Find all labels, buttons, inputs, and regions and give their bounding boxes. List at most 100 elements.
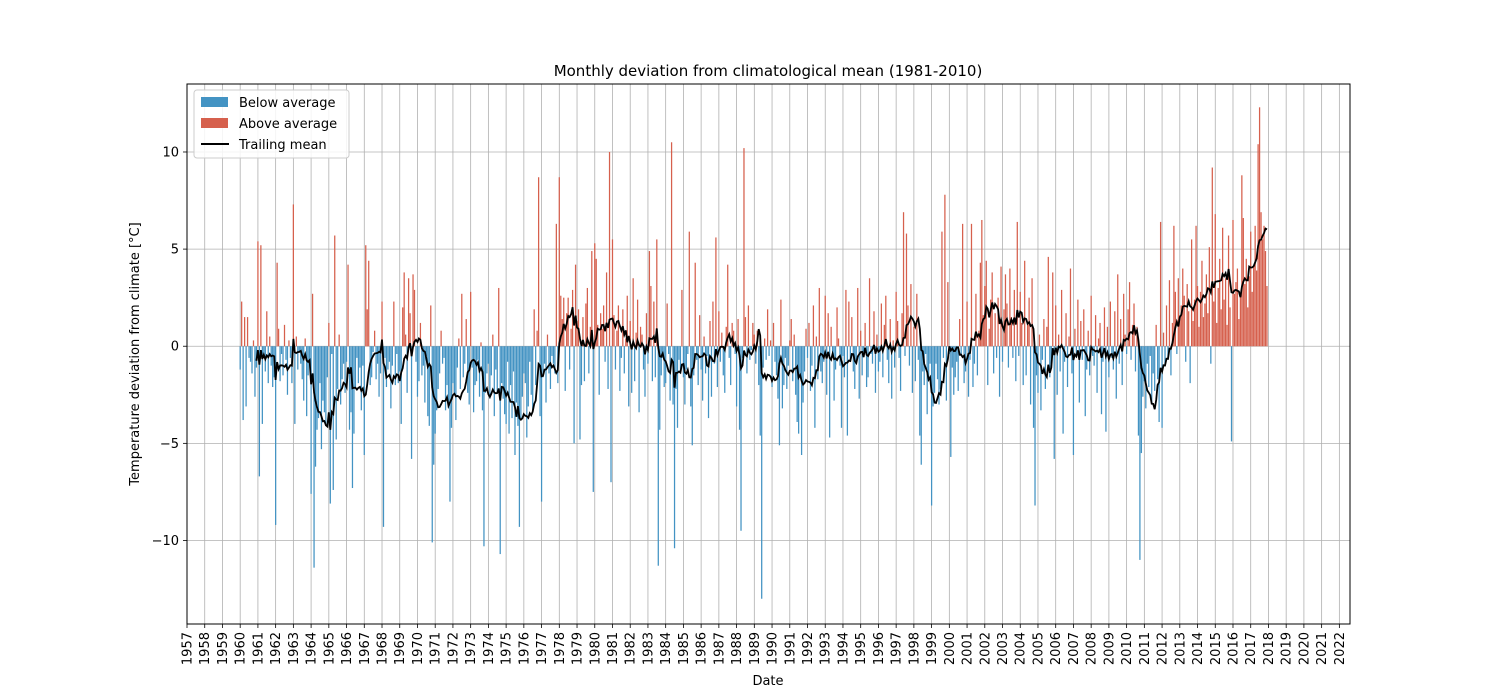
bar-below	[1176, 346, 1178, 354]
bar-above	[536, 330, 538, 347]
x-tick-label: 2009	[1102, 632, 1117, 665]
bar-above	[990, 299, 992, 347]
bar-below	[418, 346, 420, 382]
bar-below	[654, 346, 656, 378]
bar-below	[545, 346, 547, 403]
bar-below	[325, 346, 327, 426]
bar-above	[1190, 239, 1193, 347]
bar-above	[585, 303, 587, 347]
bar-below	[1084, 346, 1086, 417]
bar-below	[1022, 346, 1024, 386]
bar-below	[310, 346, 312, 494]
bar-below	[504, 346, 506, 415]
y-tick-label: −10	[152, 534, 179, 549]
bar-above	[546, 334, 549, 347]
bar-above	[769, 340, 772, 347]
bar-below	[1029, 346, 1032, 405]
bar-below	[701, 346, 704, 401]
bar-above	[292, 204, 294, 347]
bar-above	[824, 295, 826, 347]
x-tick-label: 1984	[659, 632, 674, 665]
bar-below	[428, 346, 430, 426]
bar-below	[385, 346, 388, 388]
bar-below	[1072, 346, 1075, 456]
bar-below	[526, 346, 528, 438]
bar-below	[1018, 346, 1020, 356]
monthly-bars	[239, 107, 1268, 599]
bar-above	[498, 287, 500, 347]
bar-below	[356, 346, 358, 358]
trailing-mean-line	[255, 227, 1268, 430]
bar-above	[440, 330, 442, 347]
bar-below	[300, 346, 302, 364]
bar-above	[586, 287, 588, 347]
bar-below	[501, 346, 503, 384]
bar-above	[1251, 291, 1253, 347]
bar-below	[750, 346, 752, 351]
bar-above	[626, 295, 628, 347]
y-tick-label: 5	[171, 243, 179, 258]
bar-below	[303, 346, 305, 401]
x-tick-label: 1958	[198, 632, 213, 665]
bar-below	[710, 346, 713, 397]
bar-below	[1037, 346, 1039, 393]
bar-above	[1083, 309, 1085, 347]
x-tick-label: 1974	[482, 632, 497, 665]
bar-above	[1174, 291, 1176, 347]
bar-above	[597, 324, 599, 347]
bar-above	[913, 326, 915, 347]
bar-below	[730, 346, 732, 386]
bar-below	[518, 346, 521, 527]
bar-below	[973, 346, 976, 364]
bar-above	[601, 328, 603, 347]
bar-above	[570, 328, 572, 347]
bar-above	[413, 289, 416, 347]
bar-above	[338, 334, 340, 347]
bar-below	[331, 346, 333, 354]
x-tick-label: 2018	[1262, 632, 1277, 665]
bar-above	[837, 338, 840, 347]
bar-below	[904, 346, 906, 356]
bar-below	[1151, 346, 1153, 405]
bar-below	[421, 346, 423, 376]
bar-below	[400, 346, 402, 424]
bar-below	[592, 346, 594, 492]
bar-below	[1170, 346, 1172, 376]
bar-below	[660, 346, 662, 376]
bar-above	[458, 338, 460, 347]
bar-below	[1230, 346, 1233, 442]
bar-below	[647, 346, 649, 364]
bar-below	[614, 346, 617, 370]
bar-above	[666, 303, 668, 347]
bar-below	[929, 346, 931, 364]
bar-below	[755, 346, 757, 364]
bar-above	[632, 278, 634, 347]
bar-below	[846, 346, 849, 436]
bar-above	[703, 336, 705, 347]
bar-above	[896, 320, 899, 347]
bar-below	[548, 346, 550, 374]
x-tick-label: 1977	[535, 632, 550, 665]
bar-below	[659, 346, 661, 430]
bar-below	[898, 346, 900, 358]
bar-above	[1069, 268, 1072, 347]
bar-above	[373, 330, 376, 347]
bar-below	[483, 346, 485, 547]
bar-above	[752, 322, 754, 347]
bar-below	[535, 346, 537, 386]
bar-below	[987, 346, 989, 386]
bar-below	[820, 346, 822, 372]
bar-above	[591, 251, 593, 347]
bar-below	[436, 346, 438, 411]
bar-above	[805, 328, 807, 347]
bar-below	[285, 346, 287, 360]
bar-above	[721, 332, 723, 347]
bar-below	[1049, 346, 1051, 378]
bar-above	[1266, 286, 1268, 347]
x-tick-label: 1968	[376, 632, 391, 665]
x-tick-label: 1959	[216, 632, 231, 665]
bar-above	[311, 293, 314, 347]
bar-below	[410, 346, 413, 459]
bar-above	[731, 322, 733, 347]
bar-below	[746, 346, 748, 374]
